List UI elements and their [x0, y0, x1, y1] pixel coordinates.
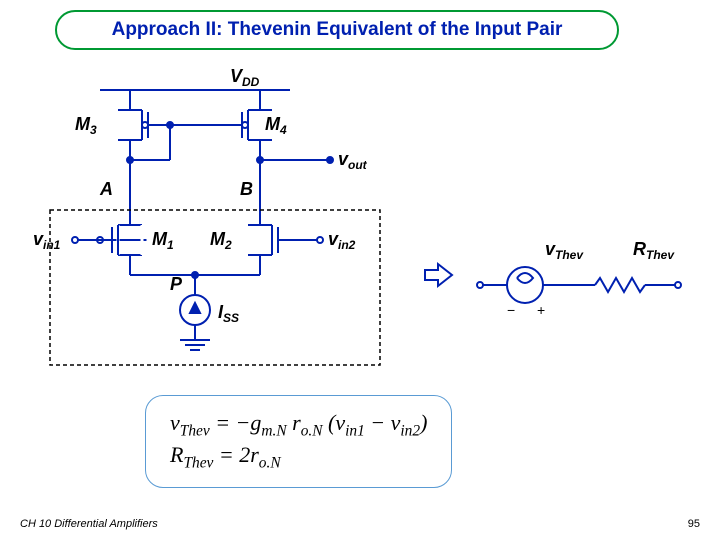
- svg-text:M3: M3: [75, 114, 97, 137]
- svg-text:VDD: VDD: [230, 66, 260, 89]
- equation-box: vThev = −gm.N ro.N (vin1 − vin2) RThev =…: [145, 395, 452, 488]
- svg-text:vThev: vThev: [545, 239, 584, 262]
- svg-text:RThev: RThev: [633, 239, 675, 262]
- title-box: Approach II: Thevenin Equivalent of the …: [55, 10, 619, 50]
- svg-text:+: +: [537, 302, 545, 318]
- svg-text:−: −: [507, 302, 515, 318]
- svg-text:A: A: [99, 179, 113, 199]
- arrow-icon: [420, 260, 460, 290]
- svg-text:ISS: ISS: [218, 302, 239, 325]
- footer-left: CH 10 Differential Amplifiers: [20, 518, 158, 530]
- svg-text:vout: vout: [338, 149, 368, 172]
- equation-2: RThev = 2ro.N: [170, 442, 427, 472]
- svg-text:vin1: vin1: [33, 229, 61, 252]
- main-circuit: VDD M3 M4 A B vout vin1 vin2 M1 M2 P ISS: [30, 60, 430, 370]
- thevenin-circuit: − + vThev RThev: [465, 230, 705, 320]
- svg-text:M4: M4: [265, 114, 287, 137]
- svg-text:M2: M2: [210, 229, 232, 252]
- svg-text:M1: M1: [152, 229, 174, 252]
- svg-text:vin2: vin2: [328, 229, 356, 252]
- footer-right: 95: [688, 518, 700, 530]
- title-text: Approach II: Thevenin Equivalent of the …: [112, 19, 563, 41]
- equation-1: vThev = −gm.N ro.N (vin1 − vin2): [170, 410, 427, 440]
- svg-text:P: P: [170, 274, 183, 294]
- svg-text:B: B: [240, 179, 253, 199]
